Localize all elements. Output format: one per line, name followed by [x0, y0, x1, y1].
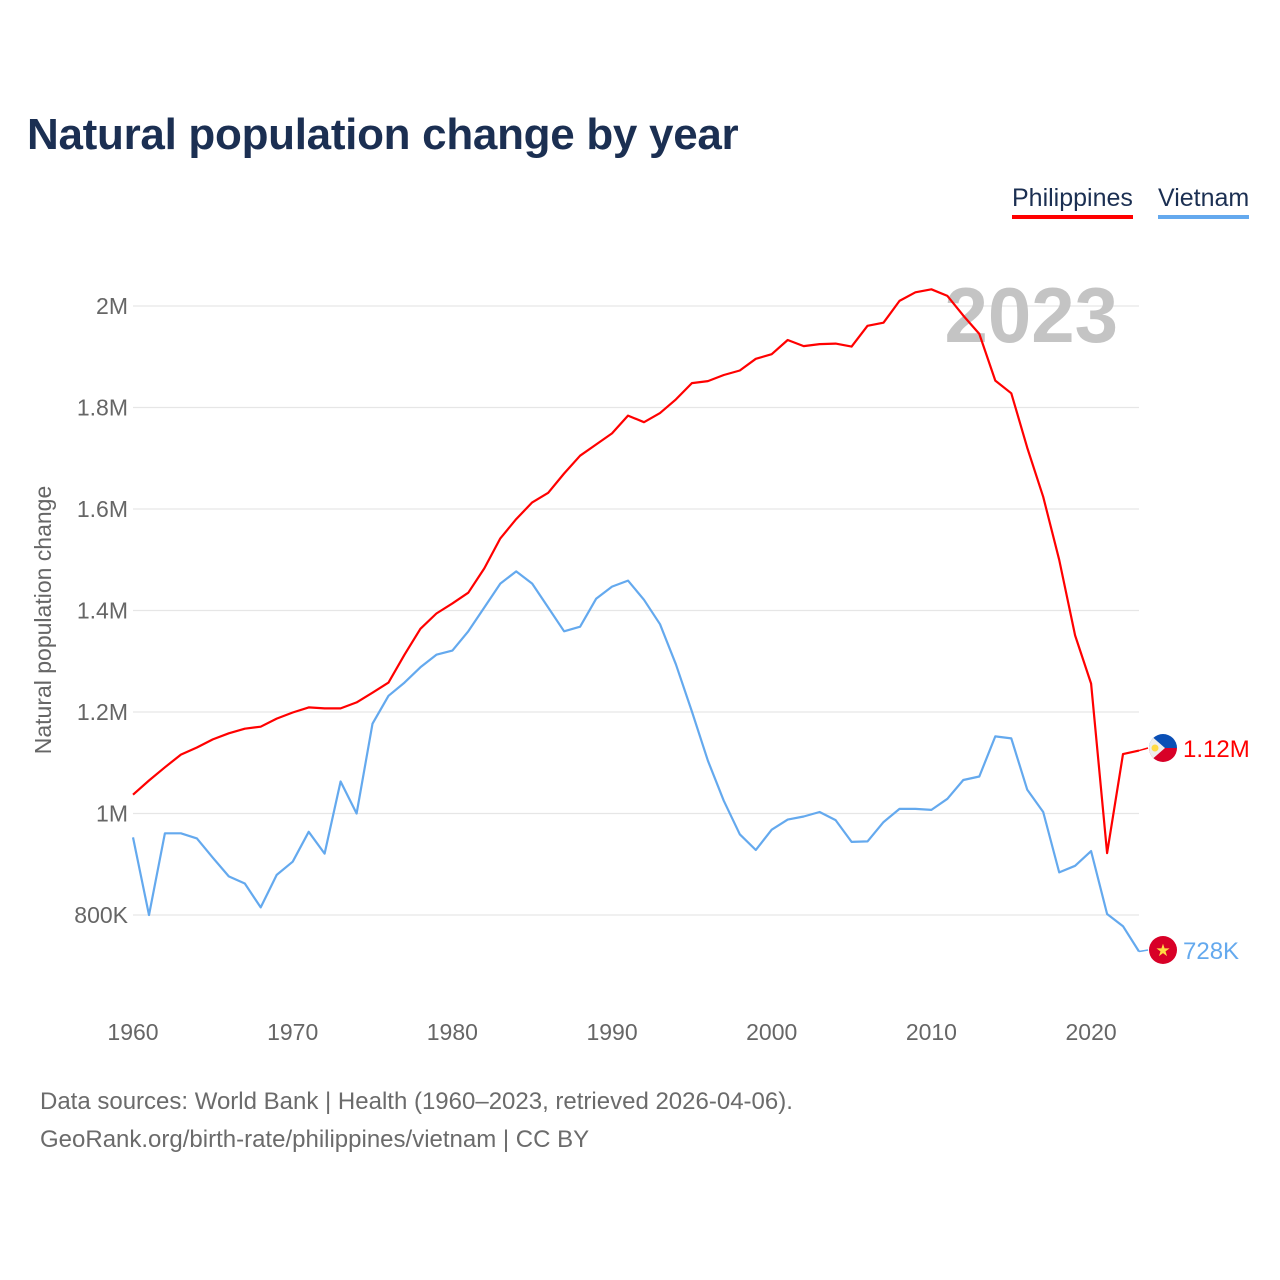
end-connector: [1138, 747, 1149, 752]
footer-sources: Data sources: World Bank | Health (1960–…: [40, 1088, 793, 1115]
series-line-philippines[interactable]: [132, 288, 1140, 855]
y-tick-label: 1.6M: [77, 496, 128, 522]
x-tick-label: 2000: [746, 1019, 797, 1045]
x-tick-label: 1990: [586, 1019, 637, 1045]
chart-title: Natural population change by year: [27, 110, 739, 159]
end-connector: [1138, 949, 1149, 953]
x-tick-label: 1980: [427, 1019, 478, 1045]
series-lines: [131, 288, 1140, 953]
x-tick-label: 1970: [267, 1019, 318, 1045]
y-tick-label: 1.2M: [77, 699, 128, 725]
footer-attribution[interactable]: GeoRank.org/birth-rate/philippines/vietn…: [40, 1126, 590, 1153]
gridlines: [133, 305, 1139, 916]
x-tick-label: 1960: [107, 1019, 158, 1045]
x-tick-label: 2020: [1066, 1019, 1117, 1045]
y-axis-label: Natural population change: [30, 486, 56, 755]
legend-item-vietnam[interactable]: Vietnam: [1158, 184, 1250, 219]
y-tick-label: 1.8M: [77, 395, 128, 421]
series-end-markers: 1.12M ★ 728K: [1138, 734, 1250, 965]
y-tick-label: 2M: [96, 293, 128, 319]
y-tick-label: 1.4M: [77, 598, 128, 624]
philippines-flag-icon: [1149, 734, 1177, 762]
year-watermark: 2023: [944, 271, 1118, 359]
x-tick-label: 2010: [906, 1019, 957, 1045]
vietnam-flag-icon: ★: [1149, 936, 1177, 964]
x-axis-ticks: 1960 1970 1980 1990 2000 2010 2020: [107, 1019, 1116, 1045]
end-value-label: 728K: [1183, 938, 1239, 965]
svg-text:★: ★: [1155, 941, 1170, 961]
y-tick-label: 800K: [74, 902, 128, 928]
y-tick-label: 1M: [96, 801, 128, 827]
y-axis-ticks: 800K 1M 1.2M 1.4M 1.6M 1.8M 2M: [74, 293, 128, 928]
legend-item-philippines[interactable]: Philippines: [1012, 184, 1133, 219]
series-line-vietnam[interactable]: [131, 570, 1140, 953]
end-value-label: 1.12M: [1183, 736, 1250, 763]
